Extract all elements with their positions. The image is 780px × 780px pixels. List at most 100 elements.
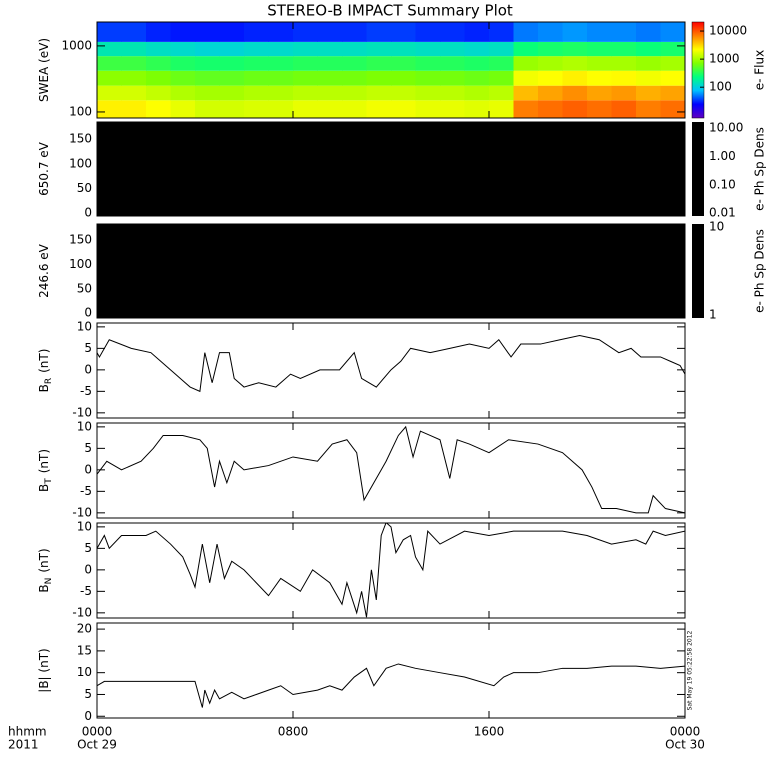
heatmap-cell — [440, 22, 465, 42]
heatmap-cell — [244, 56, 269, 71]
heatmap-cell — [195, 22, 220, 42]
y-label-unit: (nT) — [37, 449, 51, 473]
heatmap-cell — [513, 41, 539, 57]
y-axis-label: |B| (nT) — [37, 648, 51, 692]
heatmap-cell — [391, 70, 416, 86]
heatmap-cell — [342, 100, 367, 118]
heatmap-cell — [342, 85, 367, 101]
heatmap-cell — [391, 41, 416, 57]
y-label-sub: T — [44, 478, 54, 485]
y-axis-label: BN (nT) — [37, 548, 54, 592]
heatmap-cell — [121, 85, 147, 101]
heatmap-cell — [317, 70, 343, 86]
heatmap-cell — [489, 85, 514, 101]
y-tick-label: 5 — [84, 541, 92, 555]
panel-frame — [96, 522, 686, 619]
y-tick-label: 1000 — [61, 38, 92, 52]
year-label: 2011 — [8, 738, 39, 752]
heatmap-cell — [293, 100, 318, 118]
empty-image — [97, 122, 685, 216]
heatmap-cell — [513, 70, 539, 86]
heatmap-cell — [440, 70, 465, 86]
data-line — [97, 663, 685, 708]
heatmap-cell — [513, 56, 539, 71]
y-tick-label: 50 — [77, 281, 92, 295]
heatmap-cell — [489, 22, 514, 42]
colorbar-tick-label: 1 — [709, 308, 717, 322]
heatmap-cell — [268, 70, 294, 86]
heatmap-cell — [97, 56, 122, 71]
y-axis-label: BR (nT) — [37, 349, 54, 393]
heatmap-cell — [97, 70, 122, 86]
heatmap-cell — [317, 41, 343, 57]
heatmap-cell — [489, 70, 514, 86]
heatmap-cell — [587, 41, 612, 57]
heatmap-cell — [97, 22, 122, 42]
colorbar-tick-label: 1000 — [709, 52, 740, 66]
heatmap-cell — [293, 70, 318, 86]
heatmap-cell — [391, 100, 416, 118]
heatmap-cell — [195, 85, 220, 101]
heatmap-cell — [219, 41, 245, 57]
y-label-text: SWEA (eV) — [37, 38, 51, 102]
y-tick-label: 0 — [84, 306, 92, 320]
heatmap-cell — [440, 56, 465, 71]
heatmap-cell — [268, 56, 294, 71]
y-tick-label: 100 — [69, 257, 92, 271]
y-tick-label: 10 — [77, 419, 92, 433]
heatmap-cell — [636, 41, 661, 57]
y-tick-label: 10 — [77, 665, 92, 679]
heatmap-cell — [538, 41, 563, 57]
y-tick-label: 5 — [84, 441, 92, 455]
heatmap-cell — [489, 56, 514, 71]
heatmap-cell — [146, 22, 171, 42]
heatmap-cell — [587, 85, 612, 101]
heatmap-cell — [660, 22, 685, 42]
heatmap-cell — [170, 85, 196, 101]
heatmap-cell — [219, 70, 245, 86]
heatmap-cell — [538, 22, 563, 42]
panel-frame — [96, 422, 686, 519]
heatmap-cell — [366, 100, 392, 118]
heatmap-cell — [170, 70, 196, 86]
heatmap-cell — [391, 56, 416, 71]
heatmap-cell — [342, 41, 367, 57]
heatmap-cell — [293, 85, 318, 101]
heatmap-cell — [660, 70, 685, 86]
heatmap-cell — [415, 100, 441, 118]
heatmap-cell — [366, 22, 392, 42]
heatmap-cell — [342, 70, 367, 86]
x-tick-label: 0800 — [278, 725, 309, 739]
heatmap-cell — [170, 100, 196, 118]
heatmap-cell — [293, 41, 318, 57]
heatmap-cell — [587, 70, 612, 86]
heatmap-cell — [317, 22, 343, 42]
y-tick-label: 0 — [84, 462, 92, 476]
heatmap-cell — [268, 41, 294, 57]
heatmap-cell — [146, 70, 171, 86]
colorbar — [692, 122, 704, 216]
heatmap-cell — [293, 22, 318, 42]
heatmap-cell — [636, 100, 661, 118]
heatmap-cell — [317, 100, 343, 118]
heatmap-cell — [489, 41, 514, 57]
heatmap-cell — [244, 70, 269, 86]
heatmap-cell — [366, 85, 392, 101]
y-tick-label: 0 — [84, 206, 92, 220]
y-tick-label: 150 — [69, 132, 92, 146]
y-tick-label: -10 — [72, 605, 92, 619]
colorbar-tick-label: 10 — [709, 219, 724, 233]
heatmap-cell — [146, 56, 171, 71]
y-tick-label: 0 — [84, 362, 92, 376]
heatmap-cell — [611, 41, 637, 57]
panel-frame — [96, 223, 686, 319]
heatmap-cell — [317, 85, 343, 101]
y-label-unit: (nT) — [37, 548, 51, 572]
heatmap-cell — [587, 22, 612, 42]
colorbar-tick-label: 0.10 — [709, 177, 736, 191]
heatmap-cell — [219, 56, 245, 71]
heatmap-cell — [538, 85, 563, 101]
y-label-text: |B| (nT) — [37, 648, 51, 692]
heatmap-cell — [587, 56, 612, 71]
y-tick-label: 150 — [69, 233, 92, 247]
